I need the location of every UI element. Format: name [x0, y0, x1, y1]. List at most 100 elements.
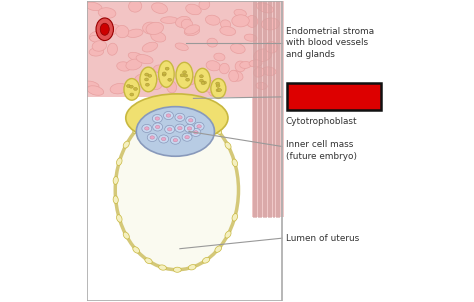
Ellipse shape	[188, 265, 196, 270]
Ellipse shape	[202, 117, 210, 123]
Ellipse shape	[185, 136, 189, 139]
Ellipse shape	[148, 74, 152, 77]
Ellipse shape	[164, 111, 173, 120]
Ellipse shape	[173, 108, 181, 113]
Ellipse shape	[140, 67, 157, 92]
Ellipse shape	[89, 48, 104, 56]
Ellipse shape	[127, 29, 143, 37]
Ellipse shape	[197, 125, 201, 128]
Ellipse shape	[151, 32, 166, 42]
Ellipse shape	[136, 55, 153, 64]
Ellipse shape	[168, 78, 172, 81]
Ellipse shape	[216, 84, 220, 87]
Ellipse shape	[173, 267, 181, 272]
Ellipse shape	[127, 85, 130, 88]
Ellipse shape	[110, 83, 128, 94]
Ellipse shape	[162, 73, 166, 76]
Ellipse shape	[128, 52, 144, 61]
Bar	[252, 1, 283, 217]
Ellipse shape	[142, 42, 158, 52]
Bar	[87, 1, 282, 301]
Ellipse shape	[135, 74, 153, 85]
Ellipse shape	[182, 71, 187, 74]
Ellipse shape	[244, 34, 257, 41]
Ellipse shape	[184, 27, 200, 36]
Ellipse shape	[184, 124, 194, 133]
Text: Inner cell mass
(future embryo): Inner cell mass (future embryo)	[286, 140, 357, 161]
Ellipse shape	[155, 125, 160, 129]
Text: Endometrial stroma
with blood vessels
and glands: Endometrial stroma with blood vessels an…	[286, 27, 374, 59]
Ellipse shape	[216, 89, 220, 92]
Ellipse shape	[178, 127, 182, 130]
Ellipse shape	[189, 119, 193, 122]
Ellipse shape	[164, 125, 174, 133]
Ellipse shape	[234, 9, 246, 17]
Ellipse shape	[145, 78, 148, 81]
Ellipse shape	[183, 77, 199, 85]
Ellipse shape	[235, 61, 246, 72]
Ellipse shape	[198, 72, 208, 85]
Ellipse shape	[113, 177, 118, 184]
Ellipse shape	[98, 8, 116, 18]
Ellipse shape	[209, 88, 223, 96]
Ellipse shape	[117, 215, 122, 222]
Ellipse shape	[175, 113, 185, 121]
Ellipse shape	[162, 72, 166, 75]
Ellipse shape	[175, 16, 191, 27]
Ellipse shape	[229, 71, 243, 81]
Ellipse shape	[193, 131, 198, 134]
Ellipse shape	[123, 141, 129, 148]
Ellipse shape	[117, 62, 131, 71]
Ellipse shape	[218, 88, 221, 92]
Ellipse shape	[220, 27, 236, 36]
Ellipse shape	[173, 139, 178, 142]
Ellipse shape	[256, 82, 267, 89]
Ellipse shape	[256, 3, 273, 13]
Ellipse shape	[195, 68, 210, 92]
Ellipse shape	[184, 74, 188, 77]
Ellipse shape	[206, 61, 220, 71]
Ellipse shape	[199, 0, 210, 9]
Ellipse shape	[85, 2, 102, 11]
Ellipse shape	[128, 0, 142, 12]
Ellipse shape	[155, 117, 160, 120]
Ellipse shape	[159, 135, 169, 143]
Ellipse shape	[200, 79, 203, 82]
Text: Lumen of uterus: Lumen of uterus	[286, 234, 359, 243]
Ellipse shape	[90, 31, 102, 41]
Ellipse shape	[150, 136, 155, 139]
Ellipse shape	[191, 128, 201, 137]
Ellipse shape	[145, 117, 152, 122]
Ellipse shape	[116, 25, 129, 38]
Ellipse shape	[162, 69, 173, 78]
Ellipse shape	[232, 15, 249, 27]
Ellipse shape	[261, 18, 280, 30]
Ellipse shape	[152, 114, 162, 123]
Ellipse shape	[211, 79, 226, 98]
Ellipse shape	[137, 107, 214, 156]
Ellipse shape	[220, 20, 231, 29]
Ellipse shape	[181, 19, 193, 30]
Ellipse shape	[115, 111, 238, 270]
Ellipse shape	[230, 43, 245, 53]
Ellipse shape	[225, 231, 231, 238]
Ellipse shape	[202, 81, 207, 84]
Ellipse shape	[143, 22, 158, 34]
Ellipse shape	[147, 133, 157, 142]
Ellipse shape	[175, 43, 188, 50]
Ellipse shape	[249, 60, 262, 67]
Ellipse shape	[146, 83, 149, 86]
Ellipse shape	[166, 81, 176, 93]
Ellipse shape	[113, 196, 118, 204]
Ellipse shape	[145, 127, 149, 130]
Ellipse shape	[166, 114, 171, 117]
Ellipse shape	[198, 77, 210, 86]
Ellipse shape	[133, 247, 139, 253]
Ellipse shape	[158, 61, 174, 87]
Ellipse shape	[186, 78, 190, 81]
Ellipse shape	[188, 110, 196, 116]
Ellipse shape	[134, 87, 137, 90]
Ellipse shape	[186, 116, 196, 124]
Ellipse shape	[225, 142, 231, 149]
Ellipse shape	[100, 23, 109, 35]
